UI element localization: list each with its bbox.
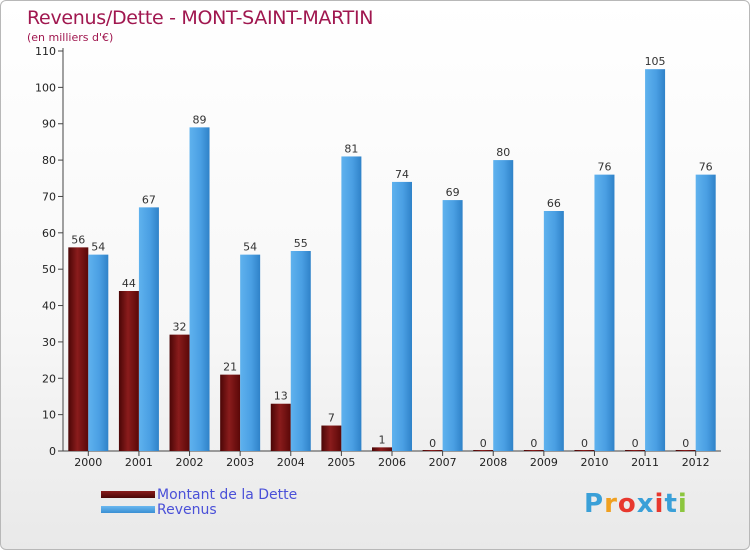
x-tick-label: 2008 [479,456,507,469]
bar-debt-label: 44 [122,277,136,290]
legend-label-debt: Montant de la Dette [157,486,298,503]
x-tick-label: 2005 [327,456,355,469]
bar-revenue-label: 80 [496,146,510,159]
bar-revenue-label: 67 [142,193,156,206]
bar-revenue-label: 105 [645,55,666,68]
bar-revenue [138,207,159,451]
y-tick-label: 100 [35,81,56,94]
bar-debt-label: 13 [274,390,288,403]
x-tick-label: 2001 [125,456,153,469]
y-tick-label: 0 [49,445,56,458]
bar-revenue-label: 81 [344,142,358,155]
logo-letter: r [604,489,618,519]
logo-letter: t [664,489,678,519]
bar-debt [169,334,190,451]
bar-revenue [189,127,210,451]
bar-debt-label: 0 [632,437,639,450]
bar-debt-label: 7 [328,412,335,425]
bar-revenue [493,160,514,451]
bar-debt-label: 0 [530,437,537,450]
bar-debt-label: 0 [480,437,487,450]
bars [68,69,716,452]
logo-letter: i [654,489,665,519]
y-tick-label: 50 [42,263,56,276]
bar-revenue-label: 66 [547,197,561,210]
y-tick-label: 20 [42,372,56,385]
legend-swatch-revenue [101,506,155,513]
y-tick-label: 10 [42,409,56,422]
x-tick-label: 2012 [682,456,710,469]
bar-revenue [594,174,615,452]
legend: Montant de la Dette Revenus [101,486,298,518]
bar-debt [220,374,241,451]
bar-revenue [341,156,362,452]
x-tick-label: 2006 [378,456,406,469]
y-tick-label: 60 [42,227,56,240]
logo-letter: x [636,489,655,519]
bar-revenue [392,181,412,451]
logo-letter: i [677,489,688,519]
legend-item-revenue: Revenus [101,501,297,518]
y-tick-label: 30 [42,336,56,349]
bar-debt [422,450,443,451]
bar-revenue-label: 54 [243,241,257,254]
bar-revenue [442,200,463,451]
x-tick-label: 2011 [631,456,659,469]
x-tick-label: 2000 [74,456,102,469]
bar-revenue [240,254,261,451]
bar-debt-label: 0 [581,437,588,450]
x-tick-label: 2004 [277,456,305,469]
bar-debt [68,247,89,451]
bar-debt [473,450,494,451]
bar-debt [574,450,595,451]
bar-revenue-label: 89 [193,113,207,126]
bar-revenue-label: 76 [699,161,713,174]
bar-debt [675,450,696,451]
y-tick-label: 80 [42,154,56,167]
bar-debt [625,450,646,451]
bar-debt [270,403,291,451]
bar-revenue [290,251,311,451]
bar-debt-label: 21 [223,361,237,374]
bar-debt-label: 0 [682,437,689,450]
y-tick-label: 90 [42,118,56,131]
bar-debt [118,291,139,451]
x-tick-label: 2009 [530,456,558,469]
legend-item-debt: Montant de la Dette [101,486,298,503]
legend-swatch-debt [101,491,155,498]
x-tick-label: 2010 [580,456,608,469]
y-tick-label: 70 [42,190,56,203]
proxiti-logo: Proxiti [584,489,688,519]
bar-revenue-label: 55 [294,237,308,250]
bar-revenue-label: 76 [597,161,611,174]
bar-revenue-label: 54 [91,241,105,254]
x-tick-label: 2007 [429,456,457,469]
y-tick-label: 110 [35,45,56,58]
bar-debt-label: 32 [173,321,187,334]
bar-debt [523,450,544,451]
logo-letter: P [584,489,605,519]
bar-revenue-label: 69 [446,186,460,199]
x-tick-label: 2003 [226,456,254,469]
bar-revenue [88,254,109,451]
x-tick-label: 2002 [176,456,204,469]
bar-debt-label: 1 [379,433,386,446]
data-labels: 56 44 32 21 13 7 1 0 0 0 0 0 0 54 67 89 54 55 81 74 69 80 66 76… [71,55,712,450]
bar-debt [321,425,342,451]
bar-revenue [695,174,716,452]
bar-debt [372,447,392,451]
bar-revenue [645,69,666,451]
chart-title: Revenus/Dette - MONT-SAINT-MARTIN [27,7,374,29]
bar-revenue [543,211,564,451]
bar-debt-label: 56 [71,233,85,246]
logo-letter: o [617,489,637,519]
bar-debt-label: 0 [429,437,436,450]
y-tick-label: 40 [42,300,56,313]
bar-revenue-label: 74 [395,168,409,181]
legend-label-revenue: Revenus [157,501,217,518]
chart-subtitle: (en milliers d'€) [27,31,114,44]
